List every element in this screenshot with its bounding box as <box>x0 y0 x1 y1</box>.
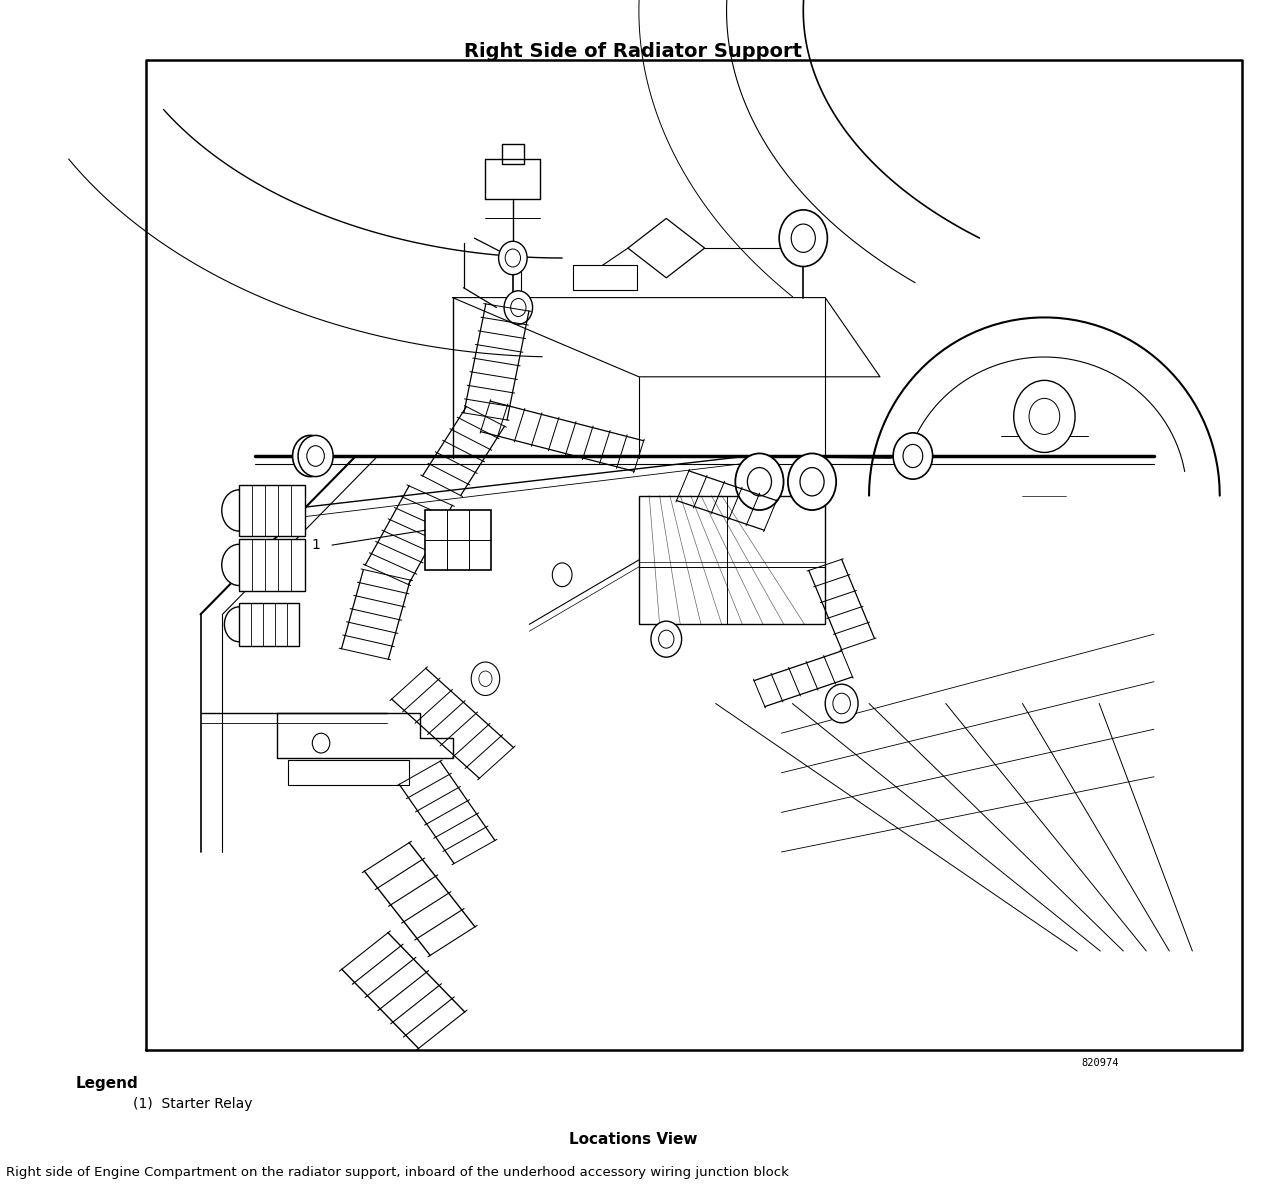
Text: Locations View: Locations View <box>569 1132 698 1147</box>
Bar <box>639 496 825 624</box>
Polygon shape <box>628 218 704 278</box>
Ellipse shape <box>788 454 836 510</box>
Ellipse shape <box>552 563 571 587</box>
Ellipse shape <box>222 545 256 586</box>
Ellipse shape <box>506 248 521 268</box>
Ellipse shape <box>479 671 492 686</box>
Ellipse shape <box>499 241 527 275</box>
Ellipse shape <box>471 662 499 696</box>
Ellipse shape <box>224 607 253 642</box>
Ellipse shape <box>832 694 850 714</box>
Bar <box>288 760 409 785</box>
Ellipse shape <box>659 630 674 648</box>
Ellipse shape <box>312 733 329 754</box>
Ellipse shape <box>825 684 858 722</box>
Polygon shape <box>239 602 299 646</box>
Bar <box>146 60 1242 1050</box>
Bar <box>146 60 1242 1050</box>
Ellipse shape <box>298 436 333 476</box>
Text: Right Side of Radiator Support: Right Side of Radiator Support <box>465 42 802 61</box>
Ellipse shape <box>735 454 783 510</box>
Polygon shape <box>239 485 304 536</box>
Text: Legend: Legend <box>76 1076 139 1092</box>
Text: (1)  Starter Relay: (1) Starter Relay <box>133 1097 252 1111</box>
Text: 820974: 820974 <box>1081 1058 1119 1068</box>
Ellipse shape <box>748 468 772 496</box>
Bar <box>573 265 637 289</box>
Ellipse shape <box>307 445 324 467</box>
Ellipse shape <box>293 436 328 476</box>
Polygon shape <box>239 539 304 590</box>
Ellipse shape <box>222 490 256 532</box>
Ellipse shape <box>791 224 816 252</box>
Bar <box>146 60 1242 1050</box>
Text: Right side of Engine Compartment on the radiator support, inboard of the underho: Right side of Engine Compartment on the … <box>6 1166 789 1180</box>
Ellipse shape <box>779 210 827 266</box>
Ellipse shape <box>1014 380 1076 452</box>
Bar <box>426 510 490 570</box>
Ellipse shape <box>651 622 682 658</box>
Ellipse shape <box>893 433 933 479</box>
Ellipse shape <box>302 445 319 467</box>
Ellipse shape <box>511 299 526 317</box>
Ellipse shape <box>903 444 922 468</box>
Text: 1: 1 <box>312 538 321 552</box>
Ellipse shape <box>1029 398 1059 434</box>
Ellipse shape <box>799 468 824 496</box>
Ellipse shape <box>504 290 532 324</box>
